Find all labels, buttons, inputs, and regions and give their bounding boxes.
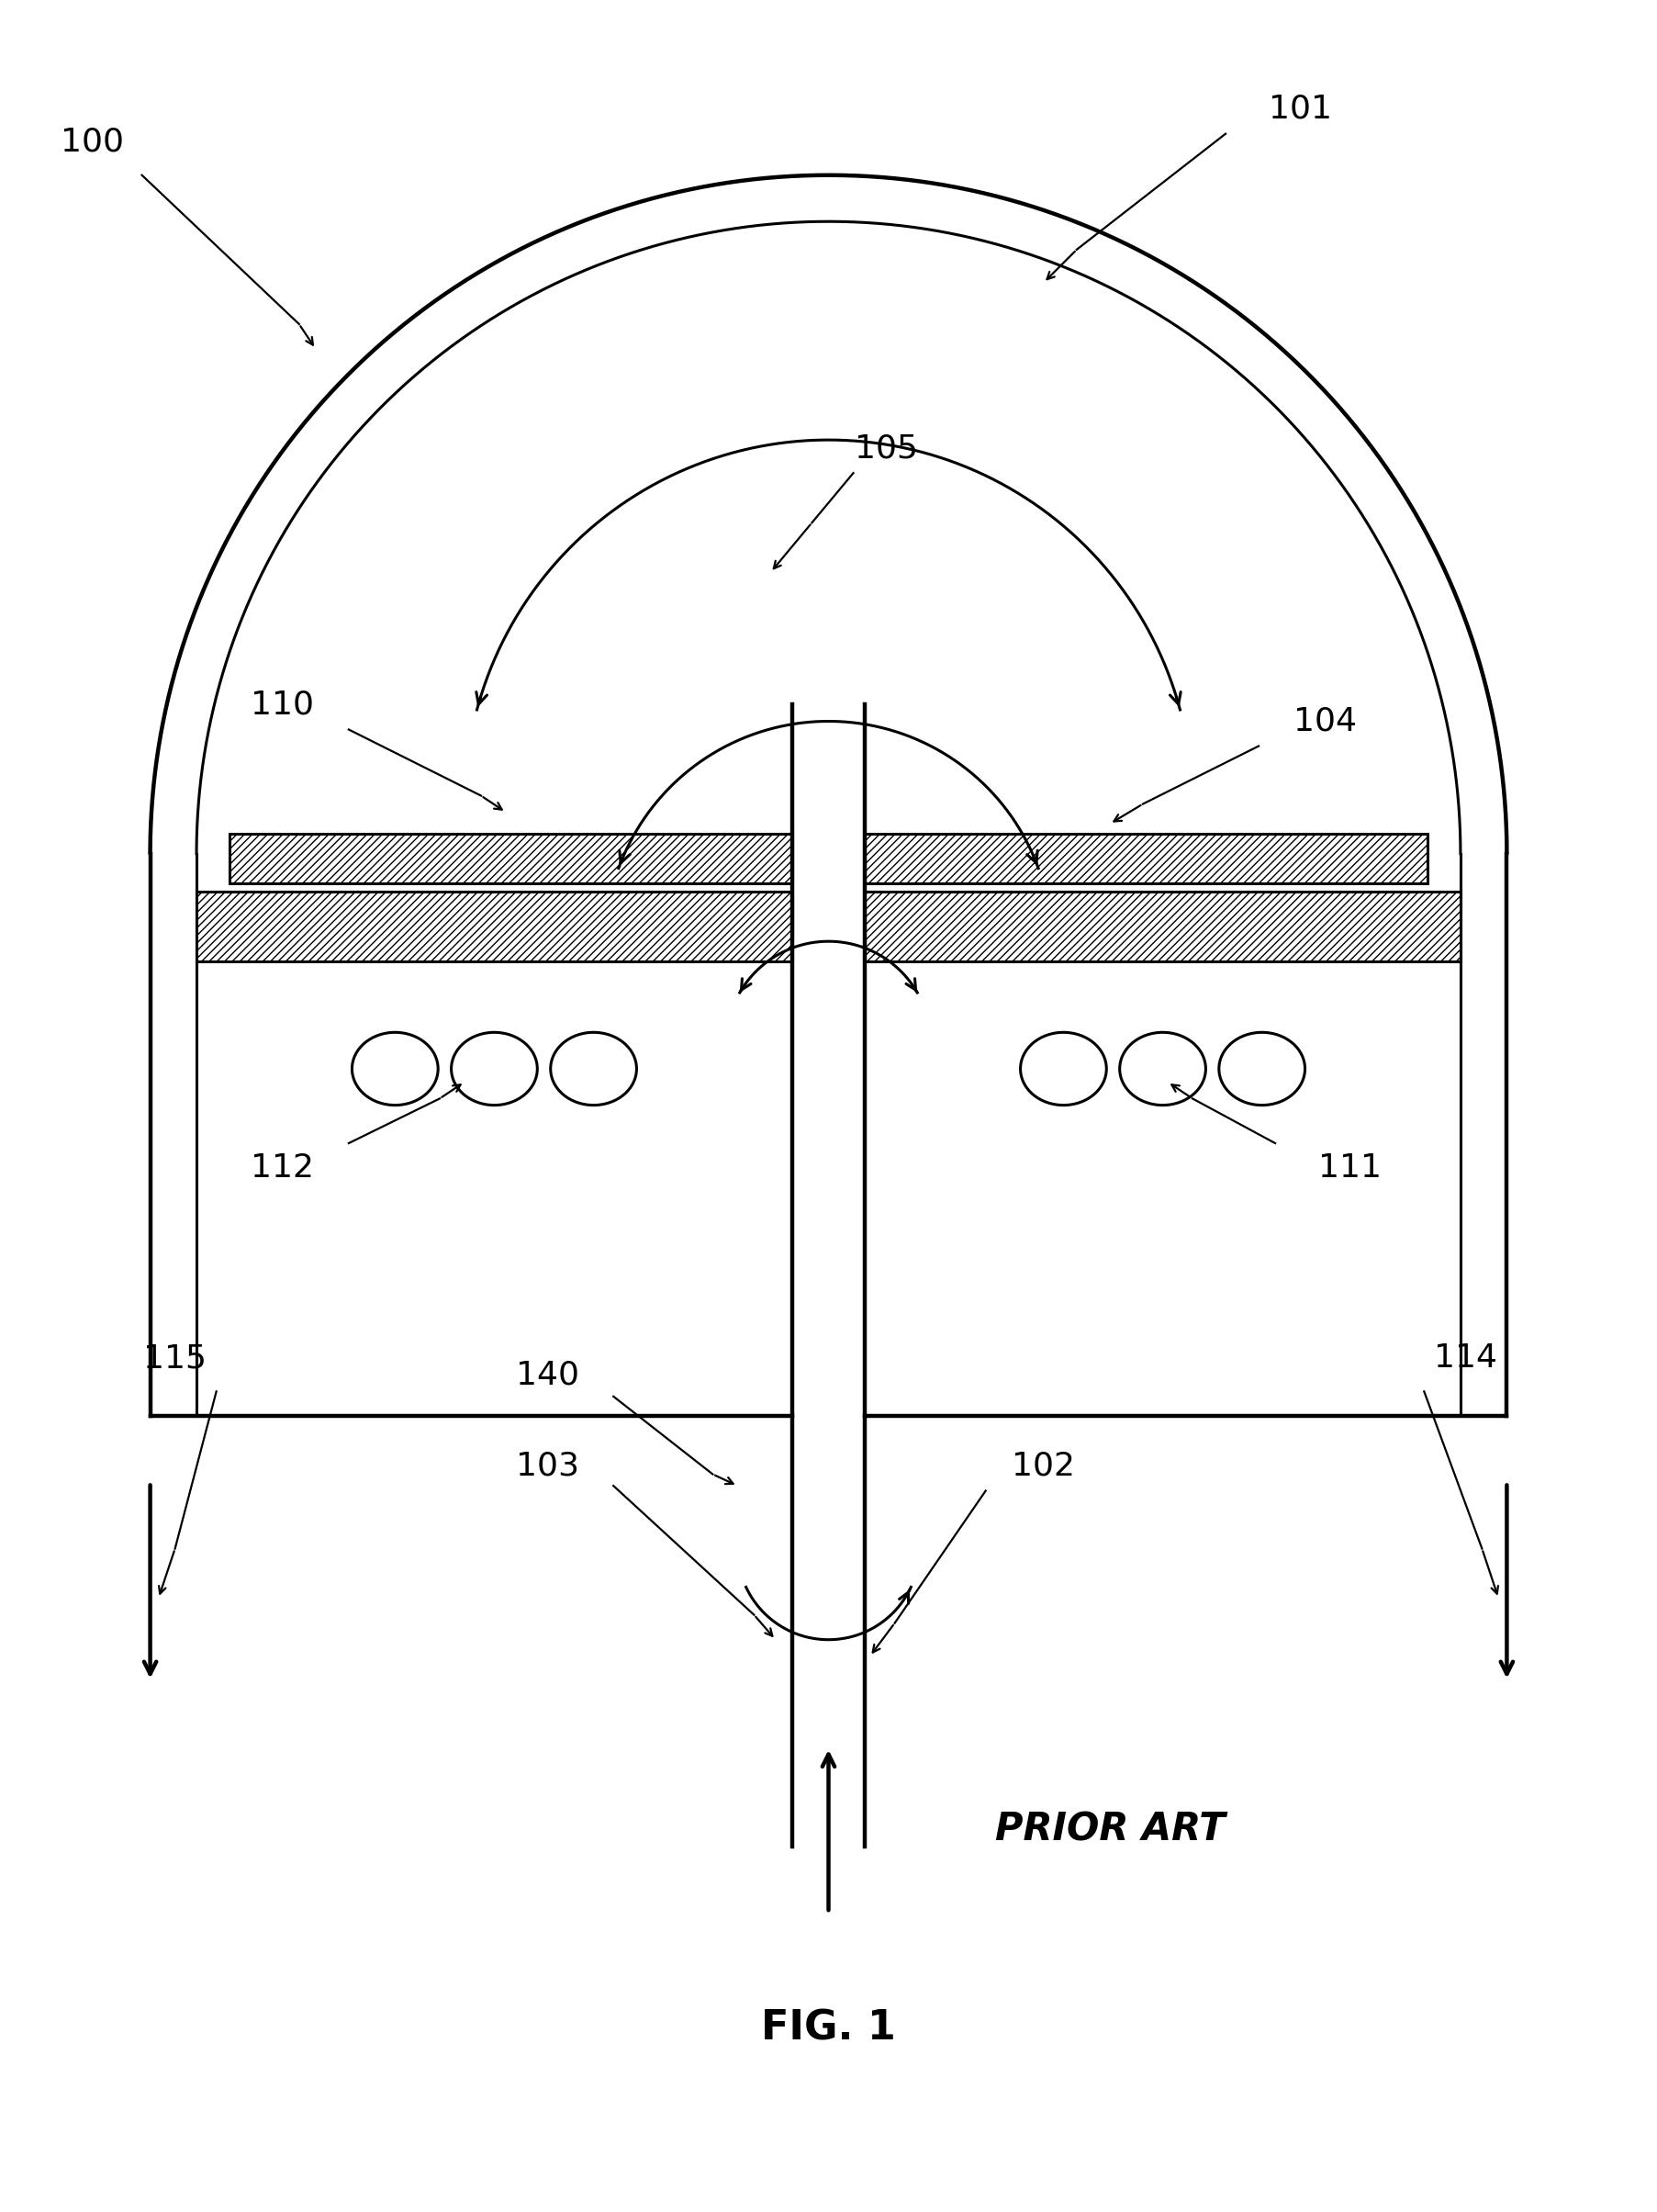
Text: 115: 115 — [143, 1343, 207, 1374]
Text: 105: 105 — [855, 434, 918, 465]
Ellipse shape — [550, 1033, 636, 1106]
Bar — [230, 834, 792, 883]
Ellipse shape — [1220, 1033, 1306, 1106]
Ellipse shape — [351, 1033, 437, 1106]
Ellipse shape — [451, 1033, 537, 1106]
Text: 112: 112 — [250, 1152, 315, 1183]
Text: 101: 101 — [1268, 93, 1332, 124]
Text: 103: 103 — [515, 1451, 578, 1482]
Text: 111: 111 — [1317, 1152, 1382, 1183]
Bar — [865, 834, 1427, 883]
Bar — [865, 891, 1460, 962]
Text: 140: 140 — [515, 1360, 578, 1391]
Bar — [197, 891, 792, 962]
Text: 100: 100 — [61, 126, 124, 157]
Text: 104: 104 — [1292, 706, 1357, 737]
Text: PRIOR ART: PRIOR ART — [994, 1812, 1225, 1849]
Text: FIG. 1: FIG. 1 — [761, 2008, 896, 2048]
Text: 110: 110 — [250, 690, 315, 721]
Text: 102: 102 — [1012, 1451, 1075, 1482]
Ellipse shape — [1021, 1033, 1107, 1106]
Ellipse shape — [1120, 1033, 1206, 1106]
Text: 114: 114 — [1433, 1343, 1498, 1374]
